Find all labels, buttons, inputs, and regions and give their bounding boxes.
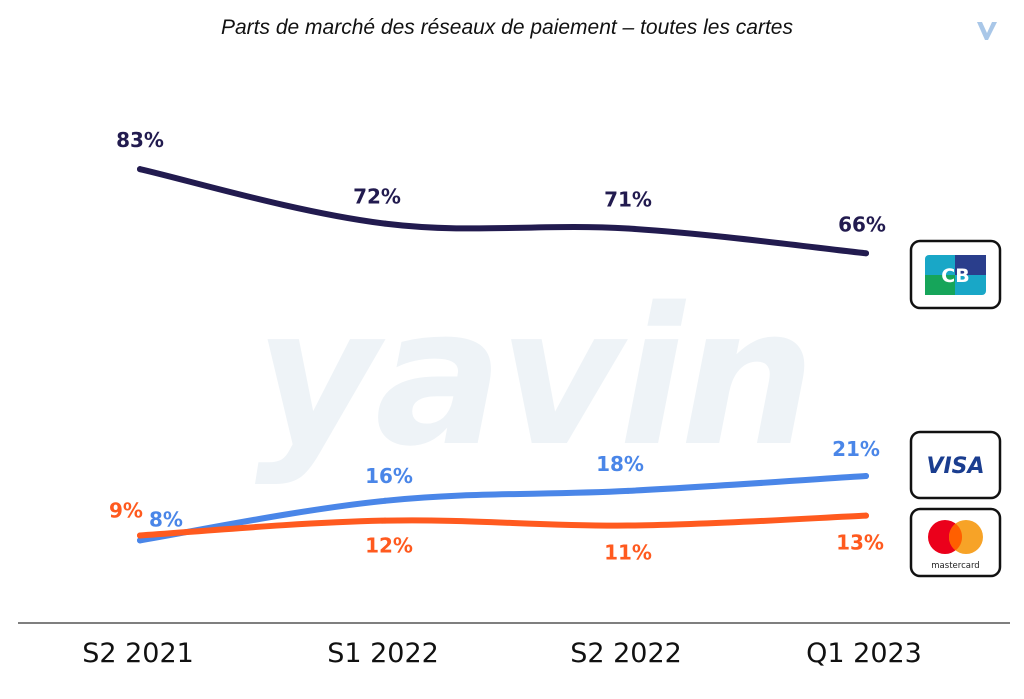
data-label-mastercard-2: 11% xyxy=(604,541,652,565)
mastercard-logo-icon: mastercard xyxy=(909,507,1002,578)
data-point-cb-1 xyxy=(382,220,388,227)
cb-card-logo-icon: CB xyxy=(909,239,1002,310)
data-point-mastercard-1 xyxy=(382,517,388,524)
data-point-visa-0 xyxy=(137,537,143,544)
data-point-mastercard-3 xyxy=(863,512,869,519)
data-label-cb-3: 66% xyxy=(838,212,886,236)
x-tick-label-1: S1 2022 xyxy=(327,638,439,669)
data-label-visa-1: 16% xyxy=(365,464,413,488)
data-point-mastercard-2 xyxy=(625,522,631,529)
data-label-cb-2: 71% xyxy=(604,188,652,212)
chart-title: Parts de marché des réseaux de paiement … xyxy=(221,16,793,39)
data-point-cb-3 xyxy=(863,250,869,257)
data-point-visa-3 xyxy=(863,473,869,480)
x-tick-label-3: Q1 2023 xyxy=(806,638,922,669)
visa-logo-icon: VISA xyxy=(909,430,1002,500)
data-point-visa-2 xyxy=(625,487,631,494)
data-label-mastercard-1: 12% xyxy=(365,534,413,558)
series-line-cb xyxy=(137,166,869,257)
cb-logo-text: CB xyxy=(941,265,969,287)
series-line-mastercard xyxy=(137,512,869,539)
mastercard-logo-text: mastercard xyxy=(931,561,979,571)
data-label-mastercard-3: 13% xyxy=(836,531,884,555)
data-label-mastercard-0: 9% xyxy=(109,498,143,522)
yavin-v-logo-icon xyxy=(977,22,997,40)
data-point-mastercard-0 xyxy=(137,532,143,539)
data-point-cb-2 xyxy=(625,225,631,232)
visa-logo-text: VISA xyxy=(926,454,984,479)
data-label-visa-2: 18% xyxy=(596,452,644,476)
data-point-visa-1 xyxy=(382,497,388,504)
x-tick-label-0: S2 2021 xyxy=(82,638,194,669)
series-line-visa xyxy=(137,473,869,544)
data-label-visa-3: 21% xyxy=(832,437,880,461)
data-label-cb-1: 72% xyxy=(353,185,401,209)
data-point-cb-0 xyxy=(137,166,143,173)
x-tick-label-2: S2 2022 xyxy=(570,638,682,669)
data-label-cb-0: 83% xyxy=(116,128,164,152)
data-label-visa-0: 8% xyxy=(149,507,183,531)
